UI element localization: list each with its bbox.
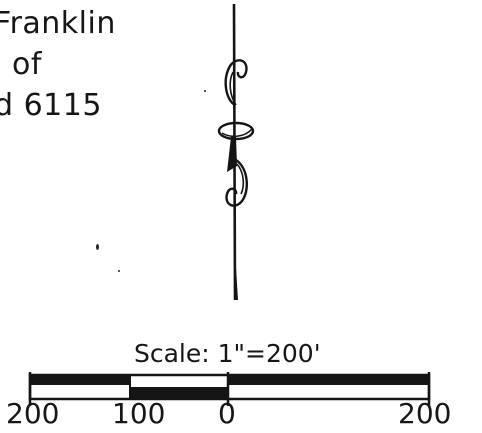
scale-tick-200-right: 200 bbox=[398, 397, 452, 430]
title-line-1: Franklin bbox=[0, 6, 116, 41]
speck-mark bbox=[204, 90, 206, 92]
title-line-2: of bbox=[12, 47, 42, 82]
scale-tick-0: 0 bbox=[218, 397, 236, 430]
scale-tick-200-left: 200 bbox=[6, 397, 60, 430]
scale-bar bbox=[28, 372, 431, 406]
scale-caption: Scale: 1"=200' bbox=[134, 339, 321, 368]
speck-mark bbox=[96, 244, 99, 250]
scale-tick-100: 100 bbox=[112, 397, 166, 430]
north-arrow-icon bbox=[217, 3, 255, 301]
title-line-3: d 6115 bbox=[0, 88, 102, 123]
speck-mark bbox=[118, 270, 120, 272]
